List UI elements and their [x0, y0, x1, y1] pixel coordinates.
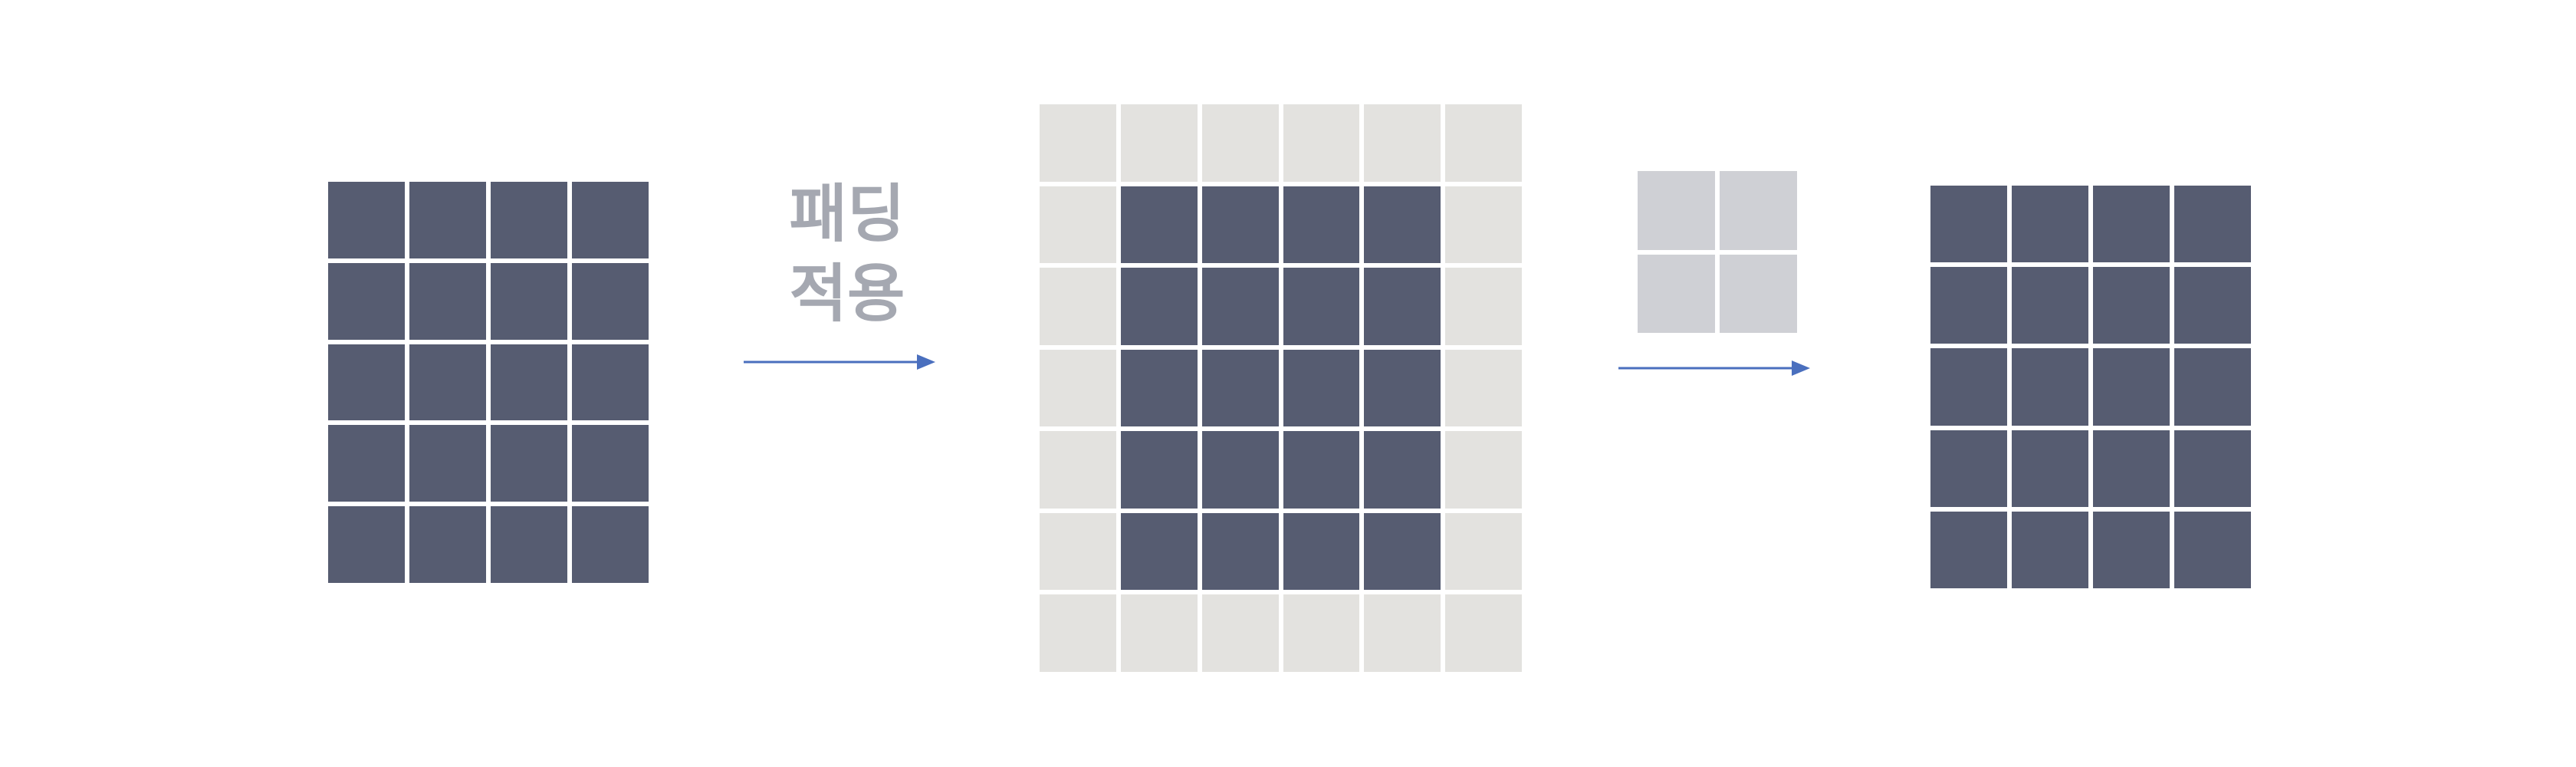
input-cell	[491, 182, 567, 258]
input-cell	[1201, 268, 1279, 345]
padding-cell	[1201, 104, 1279, 182]
input-cell	[572, 344, 649, 421]
padding-cell	[1201, 594, 1279, 672]
padded-input-grid	[1040, 104, 1522, 672]
output-cell	[2093, 267, 2170, 344]
padding-cell	[1445, 512, 1522, 591]
padding-cell	[1445, 431, 1522, 509]
kernel-cell	[1720, 171, 1797, 250]
padding-cell	[1040, 594, 1116, 672]
output-cell	[2093, 430, 2170, 507]
padding-cell	[1445, 268, 1522, 345]
input-cell	[328, 425, 405, 502]
padding-cell	[1040, 104, 1116, 182]
kernel-grid	[1638, 171, 1797, 333]
padding-cell	[1040, 268, 1116, 345]
input-cell	[1364, 349, 1441, 427]
input-cell	[1283, 268, 1360, 345]
padding-cell	[1445, 349, 1522, 427]
output-cell	[1930, 430, 2007, 507]
input-cell	[1120, 268, 1198, 345]
output-cell	[1930, 348, 2007, 426]
input-cell	[1283, 512, 1360, 591]
padding-cell	[1040, 512, 1116, 591]
input-cell	[1283, 349, 1360, 427]
padding-cell	[1040, 186, 1116, 264]
input-cell	[1201, 349, 1279, 427]
padding-cell	[1445, 104, 1522, 182]
input-cell	[1120, 431, 1198, 509]
padding-cell	[1283, 594, 1360, 672]
output-cell	[1930, 511, 2007, 588]
output-cell	[2012, 511, 2088, 588]
padding-cell	[1120, 594, 1198, 672]
input-cell	[491, 425, 567, 502]
padding-cell	[1364, 594, 1441, 672]
padding-label-line-1: 패딩	[789, 178, 905, 251]
input-cell	[1201, 186, 1279, 264]
padding-label-line-2: 적용	[789, 258, 905, 331]
output-cell	[2093, 186, 2170, 263]
padding-cell	[1283, 104, 1360, 182]
input-cell	[1201, 431, 1279, 509]
input-cell	[409, 506, 486, 583]
input-cell	[328, 506, 405, 583]
input-cell	[1120, 186, 1198, 264]
input-cell	[572, 182, 649, 258]
input-cell	[1283, 186, 1360, 264]
output-cell	[1930, 186, 2007, 263]
input-cell	[1201, 512, 1279, 591]
input-cell	[1364, 268, 1441, 345]
output-cell	[1930, 267, 2007, 344]
input-grid	[328, 182, 649, 583]
input-cell	[491, 506, 567, 583]
output-cell	[2093, 348, 2170, 426]
output-cell	[2174, 348, 2251, 426]
output-cell	[2174, 267, 2251, 344]
input-cell	[409, 262, 486, 340]
input-cell	[491, 262, 567, 340]
kernel-cell	[1720, 254, 1797, 333]
padding-cell	[1120, 104, 1198, 182]
input-cell	[328, 262, 405, 340]
padding-applied-label: 패딩 적용	[782, 175, 912, 334]
input-cell	[572, 425, 649, 502]
input-cell	[1120, 512, 1198, 591]
padding-cell	[1445, 594, 1522, 672]
input-cell	[572, 262, 649, 340]
kernel-cell	[1638, 171, 1715, 250]
input-cell	[1364, 186, 1441, 264]
output-cell	[2093, 511, 2170, 588]
output-grid	[1930, 186, 2251, 588]
padding-cell	[1040, 349, 1116, 427]
input-cell	[1364, 431, 1441, 509]
output-cell	[2012, 348, 2088, 426]
output-cell	[2174, 186, 2251, 263]
input-cell	[1283, 431, 1360, 509]
padding-cell	[1364, 104, 1441, 182]
input-cell	[1120, 349, 1198, 427]
input-cell	[1364, 512, 1441, 591]
arrow-right-icon	[744, 354, 935, 370]
input-cell	[409, 182, 486, 258]
output-cell	[2012, 186, 2088, 263]
output-cell	[2174, 511, 2251, 588]
padding-cell	[1445, 186, 1522, 264]
input-cell	[409, 425, 486, 502]
input-cell	[328, 344, 405, 421]
output-cell	[2174, 430, 2251, 507]
output-cell	[2012, 267, 2088, 344]
input-cell	[409, 344, 486, 421]
input-cell	[328, 182, 405, 258]
output-cell	[2012, 430, 2088, 507]
kernel-cell	[1638, 254, 1715, 333]
arrow-right-icon	[1618, 360, 1810, 376]
input-cell	[491, 344, 567, 421]
padding-cell	[1040, 431, 1116, 509]
input-cell	[572, 506, 649, 583]
